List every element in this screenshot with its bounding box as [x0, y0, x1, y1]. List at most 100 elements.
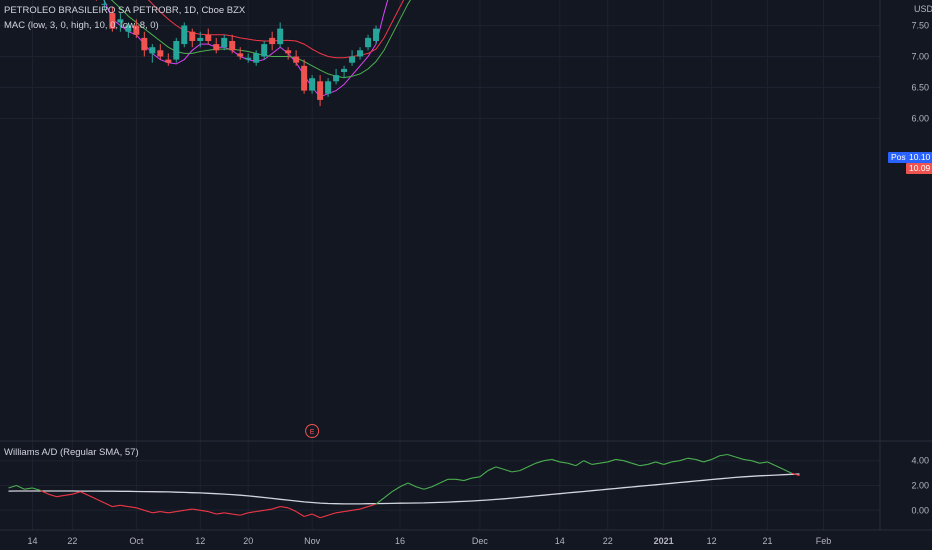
- ad-line-segment: [287, 507, 297, 513]
- ad-line-segment: [495, 466, 505, 470]
- ad-line-segment: [479, 470, 489, 478]
- candle-up: [261, 44, 268, 57]
- ad-line-segment: [759, 461, 768, 464]
- ad-line-segment: [439, 478, 449, 484]
- ad-line-segment: [767, 461, 776, 467]
- time-axis-tick: 2021: [654, 536, 674, 546]
- ad-line-segment: [383, 491, 393, 499]
- ad-line-segment: [567, 462, 576, 467]
- ad-line-segment: [208, 511, 217, 515]
- ad-line-segment: [272, 506, 281, 510]
- earnings-marker: [305, 424, 320, 438]
- price-axis-tick: 7.00: [911, 52, 929, 62]
- ad-line-segment: [72, 491, 81, 495]
- currency-label: USD: [914, 4, 932, 14]
- candle-up: [181, 25, 188, 45]
- williams-ad-legend[interactable]: Williams A/D (Regular SMA, 57): [4, 447, 139, 458]
- ad-line-segment: [184, 508, 193, 511]
- ad-line-segment: [303, 513, 313, 518]
- candle-up: [101, 3, 108, 5]
- ad-line-segment: [152, 510, 161, 514]
- ad-line-segment: [88, 494, 97, 500]
- ad-line-segment: [703, 458, 712, 463]
- candle-up: [117, 19, 124, 23]
- candle-down: [317, 81, 324, 100]
- ad-line-segment: [743, 458, 752, 462]
- ad-line-segment: [327, 512, 337, 516]
- ad-line-segment: [583, 460, 593, 465]
- ad-line-segment: [735, 456, 744, 460]
- candle-up: [373, 28, 380, 41]
- ad-line-segment: [8, 484, 17, 489]
- candle-up: [245, 57, 252, 60]
- ad-line-segment: [783, 468, 792, 474]
- post-price-tag: 10.10: [906, 152, 932, 163]
- ad-line-segment: [663, 461, 672, 465]
- ad-line-segment: [280, 506, 289, 509]
- ad-line-segment: [216, 512, 225, 515]
- ad-axis-tick: 0.00: [911, 505, 929, 515]
- candle-up: [221, 37, 228, 48]
- ad-line-segment: [607, 458, 616, 463]
- price-axis-tick: 6.50: [911, 83, 929, 93]
- candle-down: [189, 31, 196, 41]
- candle-down: [141, 37, 148, 51]
- candle-up: [333, 75, 340, 82]
- candles: [95, 0, 380, 107]
- candle-down: [133, 25, 140, 35]
- candle-down: [213, 44, 220, 51]
- candle-down: [293, 56, 300, 63]
- time-axis-tick: 20: [243, 536, 253, 546]
- candle-down: [157, 50, 164, 57]
- earnings-marker-label: E: [310, 429, 315, 436]
- candle-up: [349, 56, 356, 63]
- time-axis-tick: Dec: [472, 536, 489, 546]
- ad-line-segment: [96, 498, 105, 504]
- ad-line-segment: [367, 503, 377, 508]
- ad-line-segment: [727, 453, 736, 458]
- ad-line-segment: [256, 509, 265, 513]
- ad-line-segment: [431, 482, 441, 488]
- ad-line-segment: [48, 493, 57, 498]
- ad-axis-tick: 2.00: [911, 481, 929, 491]
- ad-line-segment: [56, 494, 65, 498]
- ad-line-segment: [591, 462, 600, 465]
- ad-line-segment: [407, 482, 417, 488]
- candle-down: [237, 53, 244, 57]
- ad-line-segment: [487, 466, 497, 472]
- ad-line-segment: [535, 460, 544, 464]
- ad-line-segment: [391, 486, 401, 493]
- candle-up: [125, 25, 132, 32]
- last-price-tag: 10.09: [906, 163, 932, 174]
- ad-line-segment: [144, 509, 153, 514]
- ad-line-segment: [679, 457, 688, 462]
- ad-line-segment: [112, 504, 121, 508]
- moving-average-line: [110, 0, 412, 79]
- ad-line-segment: [375, 497, 385, 505]
- candle-up: [173, 41, 180, 60]
- ad-line-segment: [192, 508, 201, 511]
- candle-down: [165, 59, 172, 63]
- ad-line-segment: [24, 487, 33, 490]
- ad-line-segment: [311, 513, 321, 519]
- moving-average-line: [103, 0, 389, 98]
- mac-indicator-legend[interactable]: MAC (low, 3, 0, high, 10, 0, low, 8, 0): [4, 20, 159, 31]
- ad-line-segment: [655, 461, 664, 465]
- ad-line-segment: [415, 486, 425, 490]
- ad-line-segment: [471, 476, 480, 479]
- ad-line-segment: [751, 460, 760, 464]
- candle-down: [205, 34, 212, 41]
- candle-up: [253, 53, 260, 63]
- time-axis-tick: 12: [707, 536, 717, 546]
- ad-line-segment: [336, 510, 345, 514]
- ad-axis-tick: 4.00: [911, 456, 929, 466]
- candle-down: [269, 37, 276, 45]
- candle-down: [301, 65, 308, 91]
- grid-lines: [0, 0, 880, 530]
- ad-line-segment: [176, 509, 185, 513]
- ad-line-segment: [80, 491, 89, 496]
- ad-line-segment: [511, 470, 520, 473]
- ad-line-segment: [647, 461, 656, 465]
